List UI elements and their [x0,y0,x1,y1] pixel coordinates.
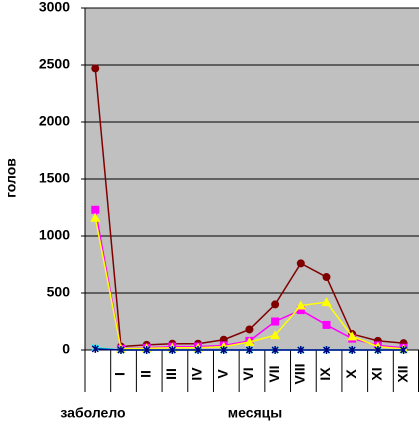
marker [297,346,305,354]
x-tick-label: IV [189,367,205,381]
y-tick-label: 2500 [39,56,70,72]
y-tick-label: 1000 [39,227,70,243]
marker [91,64,100,73]
x-axis-title: месяцы [228,405,282,421]
x-tick-label: XI [369,367,385,380]
marker [348,346,356,354]
marker [296,306,305,315]
x-tick-label: X [343,369,359,379]
x-tick-label: VI [240,367,256,380]
marker [117,346,125,354]
y-tick-label: 500 [47,284,71,300]
marker [143,346,151,354]
marker [220,346,228,354]
x-tick-label: I [112,372,128,376]
marker [347,331,358,341]
marker [244,337,255,347]
marker [321,297,332,307]
marker [271,317,280,326]
marker [322,273,331,282]
marker [168,346,176,354]
x-tick-label: VIII [292,363,308,384]
y-tick-label: 0 [62,341,70,357]
x-tick-label: II [137,370,153,378]
marker [194,346,202,354]
marker [271,346,279,354]
x-tick-label: V [214,369,230,379]
marker [322,346,331,354]
marker [322,320,331,329]
x-tick-label: VII [266,365,282,382]
marker [271,300,280,309]
marker [91,205,100,214]
y-tick-label: 3000 [39,0,70,15]
x-tick-label: заболело [60,405,125,421]
marker [295,300,306,310]
marker [245,325,254,334]
marker [296,259,305,268]
marker [374,346,382,354]
marker [245,346,253,354]
y-tick-label: 2000 [39,113,70,129]
marker [91,344,99,353]
marker [400,346,408,354]
marker [90,212,101,222]
x-tick-label: IX [317,367,333,381]
y-axis-title: голов [3,158,19,198]
x-tick-label: XII [394,365,410,382]
marker [270,330,281,340]
y-tick-label: 1500 [39,170,70,186]
x-tick-label: III [163,368,179,380]
